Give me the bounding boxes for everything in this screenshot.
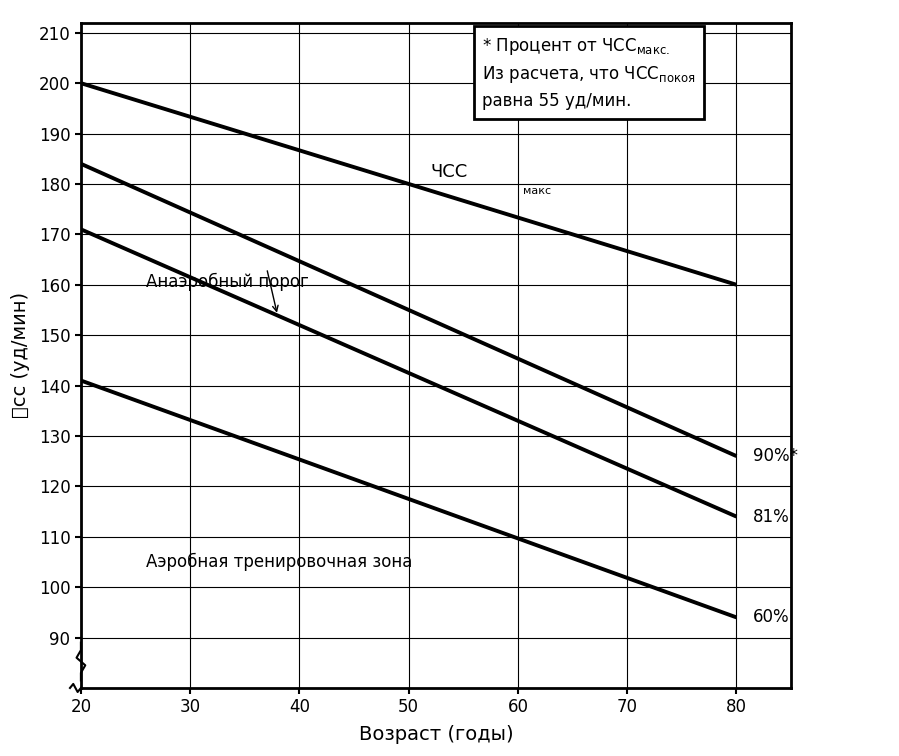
- Text: Анаэробный порог: Анаэробный порог: [147, 273, 309, 291]
- Text: 90%*: 90%*: [752, 447, 798, 465]
- Text: ЧСС: ЧСС: [431, 163, 467, 181]
- Text: 81%: 81%: [752, 507, 789, 525]
- Text: * Процент от ЧСС$_{\mathregular{макс.}}$
Из расчета, что ЧСС$_{\mathregular{поко: * Процент от ЧСС$_{\mathregular{макс.}}$…: [482, 36, 696, 110]
- Text: 60%: 60%: [752, 609, 789, 627]
- Text: Аэробная тренировочная зона: Аэробная тренировочная зона: [147, 553, 413, 571]
- X-axis label: Возраст (годы): Возраст (годы): [359, 725, 513, 744]
- Y-axis label: 䉼cc (уд/мин): 䉼cc (уд/мин): [12, 293, 31, 418]
- Text: макс: макс: [523, 186, 552, 196]
